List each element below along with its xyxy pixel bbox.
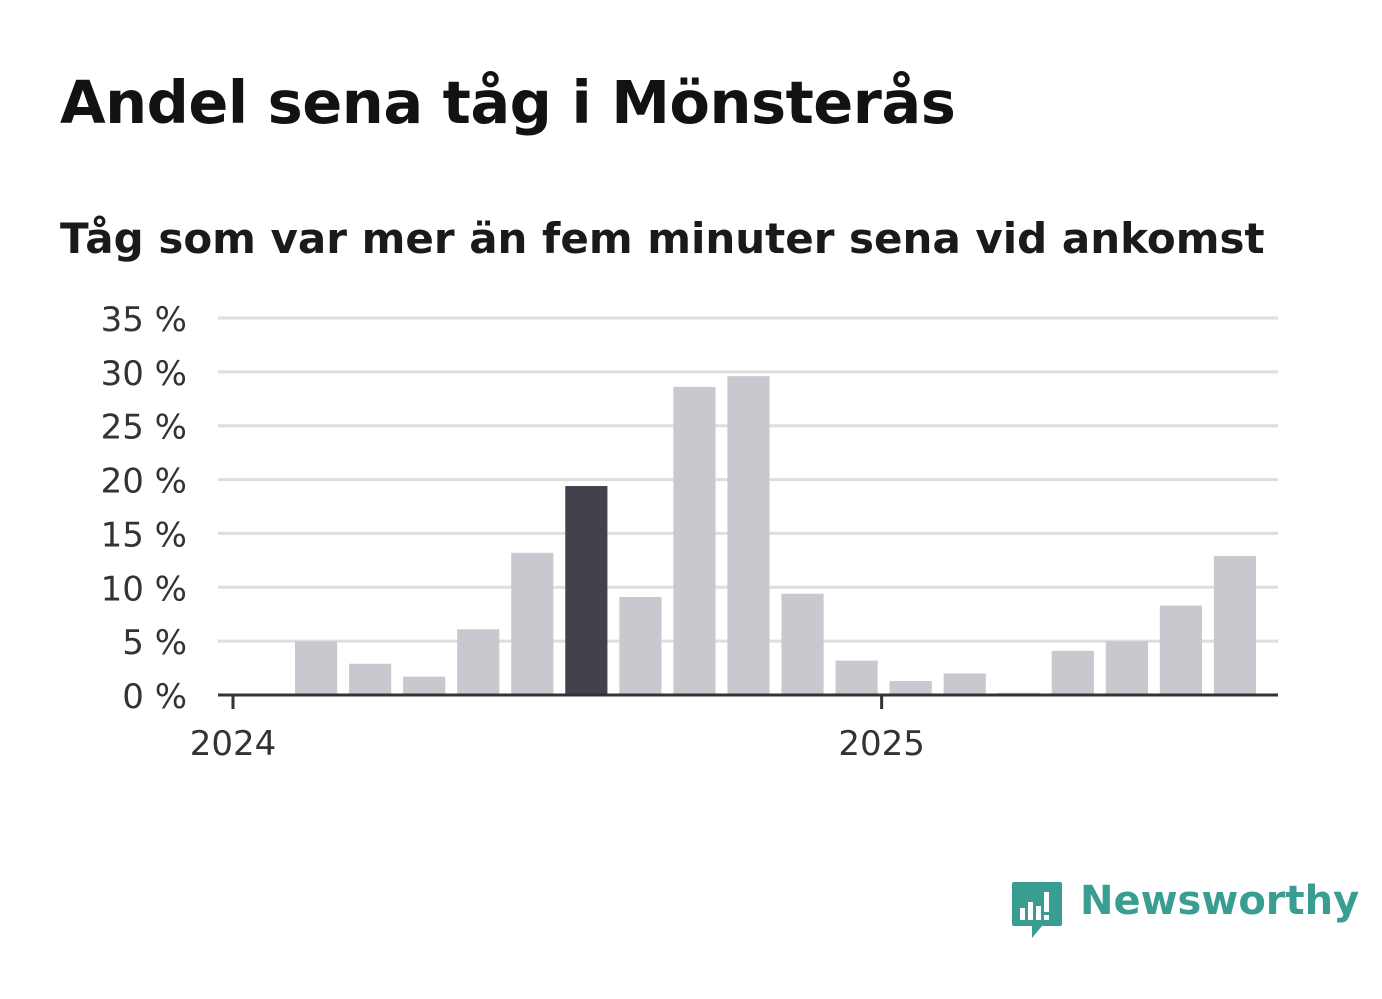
bar-2024-06 [511, 552, 554, 695]
x-axis [218, 693, 1278, 709]
y-tick-label: 5 % [122, 623, 187, 663]
y-tick-label: 25 % [101, 408, 187, 448]
chart-subtitle: Tåg som var mer än fem minuter sena vid … [60, 214, 1265, 263]
logo-text: Newsworthy [1080, 878, 1360, 924]
bar-2024-03 [349, 663, 392, 695]
newsworthy-logo: Newsworthy [1010, 878, 1359, 944]
bar-2025-06 [1159, 605, 1203, 695]
bar-2024-12 [835, 660, 878, 695]
y-tick-label: 0 % [122, 677, 187, 717]
x-tick-label: 2024 [190, 724, 277, 764]
bar-2025-01 [889, 680, 932, 695]
y-tick-label: 35 % [101, 300, 187, 340]
bar-2024-08 [619, 596, 662, 695]
x-tick-label: 2025 [838, 724, 925, 764]
y-tick-label: 15 % [101, 515, 187, 555]
y-tick-label: 10 % [101, 569, 187, 609]
x-axis-labels: 2024 2025 [190, 724, 925, 764]
bar-2025-07 [1213, 556, 1257, 695]
bar-2024-10 [727, 376, 770, 695]
y-tick-label: 20 % [101, 462, 187, 502]
bar-2024-07 [565, 486, 608, 695]
bar-2024-11 [781, 593, 824, 695]
y-tick-label: 30 % [101, 354, 187, 394]
bar-2024-05 [457, 629, 500, 695]
bar-chart-speech-bubble-icon [1012, 882, 1062, 938]
bars [294, 376, 1257, 695]
bar-2025-04 [1051, 650, 1094, 695]
bar-2024-09 [673, 386, 716, 695]
y-axis-labels: 0 % 5 % 10 % 15 % 20 % 25 % 30 % 35 % [101, 300, 187, 717]
bar-2024-02 [294, 641, 338, 695]
bar-2025-05 [1105, 641, 1148, 695]
bar-2025-02 [943, 673, 986, 695]
bar-2024-04 [403, 676, 446, 695]
chart-title: Andel sena tåg i Mönsterås [60, 68, 956, 137]
